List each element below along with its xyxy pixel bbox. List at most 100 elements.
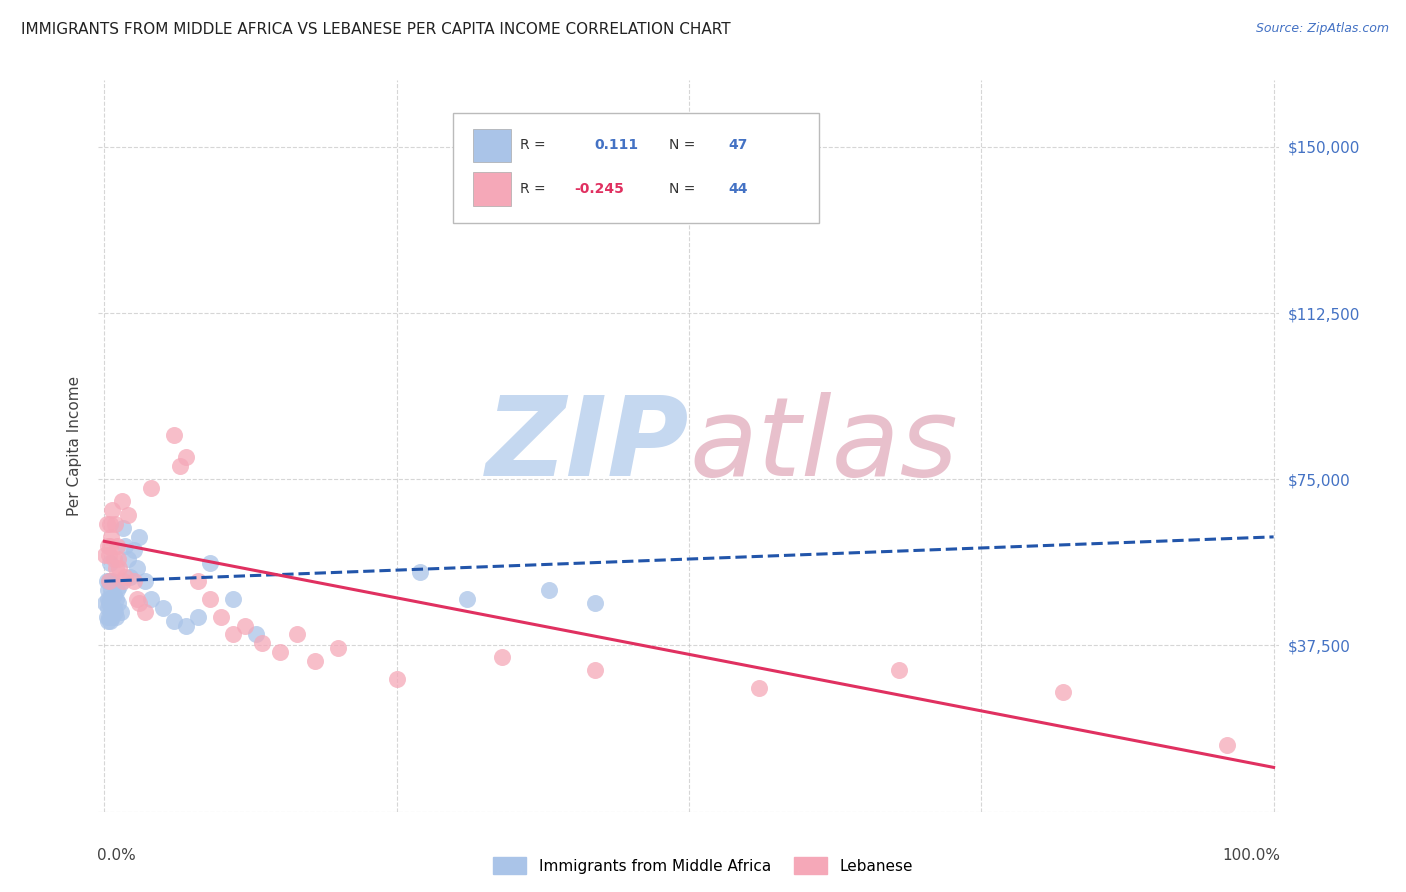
Point — [187, 609, 209, 624]
Point — [104, 605, 127, 619]
Point — [209, 609, 232, 624]
Point — [98, 516, 121, 531]
Point — [101, 574, 124, 589]
Point — [101, 503, 124, 517]
Point — [169, 458, 191, 473]
Point — [456, 591, 478, 606]
Point — [187, 574, 209, 589]
Point — [134, 574, 156, 589]
Point — [97, 600, 120, 615]
Point — [94, 596, 117, 610]
Point — [104, 561, 127, 575]
Text: N =: N = — [669, 182, 695, 196]
Point — [96, 609, 118, 624]
Text: R =: R = — [520, 138, 546, 153]
Point — [1052, 685, 1074, 699]
Point — [117, 508, 139, 522]
Point — [174, 450, 197, 464]
Point — [326, 640, 349, 655]
Y-axis label: Per Capita Income: Per Capita Income — [67, 376, 83, 516]
Point — [304, 654, 326, 668]
Text: ZIP: ZIP — [485, 392, 689, 500]
Point — [152, 600, 174, 615]
Point — [174, 618, 197, 632]
Point — [108, 579, 131, 593]
Point — [97, 574, 120, 589]
Point — [285, 627, 308, 641]
Point — [111, 521, 134, 535]
Point — [100, 605, 122, 619]
Point — [94, 548, 117, 562]
Point — [98, 614, 121, 628]
Point — [96, 574, 118, 589]
Text: atlas: atlas — [689, 392, 957, 500]
Point — [122, 574, 145, 589]
Point — [103, 587, 125, 601]
Point — [1216, 738, 1239, 752]
Point — [139, 591, 162, 606]
Point — [98, 557, 121, 571]
Point — [537, 583, 560, 598]
Text: 47: 47 — [728, 138, 748, 153]
Point — [491, 649, 513, 664]
Text: 44: 44 — [728, 182, 748, 196]
Point — [97, 596, 120, 610]
Point — [97, 574, 120, 589]
Point — [104, 591, 127, 606]
Point — [98, 539, 121, 553]
Point — [128, 596, 150, 610]
Text: 0.111: 0.111 — [595, 138, 638, 153]
Point — [111, 574, 134, 589]
Point — [409, 566, 432, 580]
Point — [198, 557, 221, 571]
Text: IMMIGRANTS FROM MIDDLE AFRICA VS LEBANESE PER CAPITA INCOME CORRELATION CHART: IMMIGRANTS FROM MIDDLE AFRICA VS LEBANES… — [21, 22, 731, 37]
Point — [100, 600, 122, 615]
Point — [250, 636, 273, 650]
Point — [100, 583, 122, 598]
Point — [583, 596, 606, 610]
Point — [97, 614, 120, 628]
Point — [163, 614, 186, 628]
Bar — [472, 172, 510, 206]
Point — [103, 600, 125, 615]
Point — [163, 428, 186, 442]
Point — [233, 618, 256, 632]
Point — [125, 561, 148, 575]
Point — [104, 516, 127, 531]
Point — [100, 530, 122, 544]
Point — [134, 605, 156, 619]
Point — [583, 663, 606, 677]
Point — [97, 583, 120, 598]
Point — [198, 591, 221, 606]
Text: 0.0%: 0.0% — [97, 848, 136, 863]
Point — [101, 609, 124, 624]
Point — [748, 681, 770, 695]
Point — [117, 552, 139, 566]
Legend: Immigrants from Middle Africa, Lebanese: Immigrants from Middle Africa, Lebanese — [486, 851, 920, 880]
Point — [222, 591, 245, 606]
Point — [104, 609, 127, 624]
Point — [128, 530, 150, 544]
Point — [105, 583, 128, 598]
Point — [118, 570, 141, 584]
Point — [107, 596, 129, 610]
Point — [97, 591, 120, 606]
Point — [245, 627, 267, 641]
Point — [111, 494, 134, 508]
Point — [114, 570, 136, 584]
Point — [96, 516, 118, 531]
Text: R =: R = — [520, 182, 546, 196]
Point — [107, 552, 129, 566]
Point — [122, 543, 145, 558]
Point — [269, 645, 291, 659]
Point — [103, 552, 125, 566]
Point — [125, 591, 148, 606]
Point — [108, 561, 131, 575]
Point — [105, 539, 128, 553]
Text: N =: N = — [669, 138, 695, 153]
Text: 100.0%: 100.0% — [1223, 848, 1281, 863]
Point — [97, 548, 120, 562]
Point — [385, 672, 408, 686]
Point — [97, 609, 120, 624]
Bar — [472, 128, 510, 162]
